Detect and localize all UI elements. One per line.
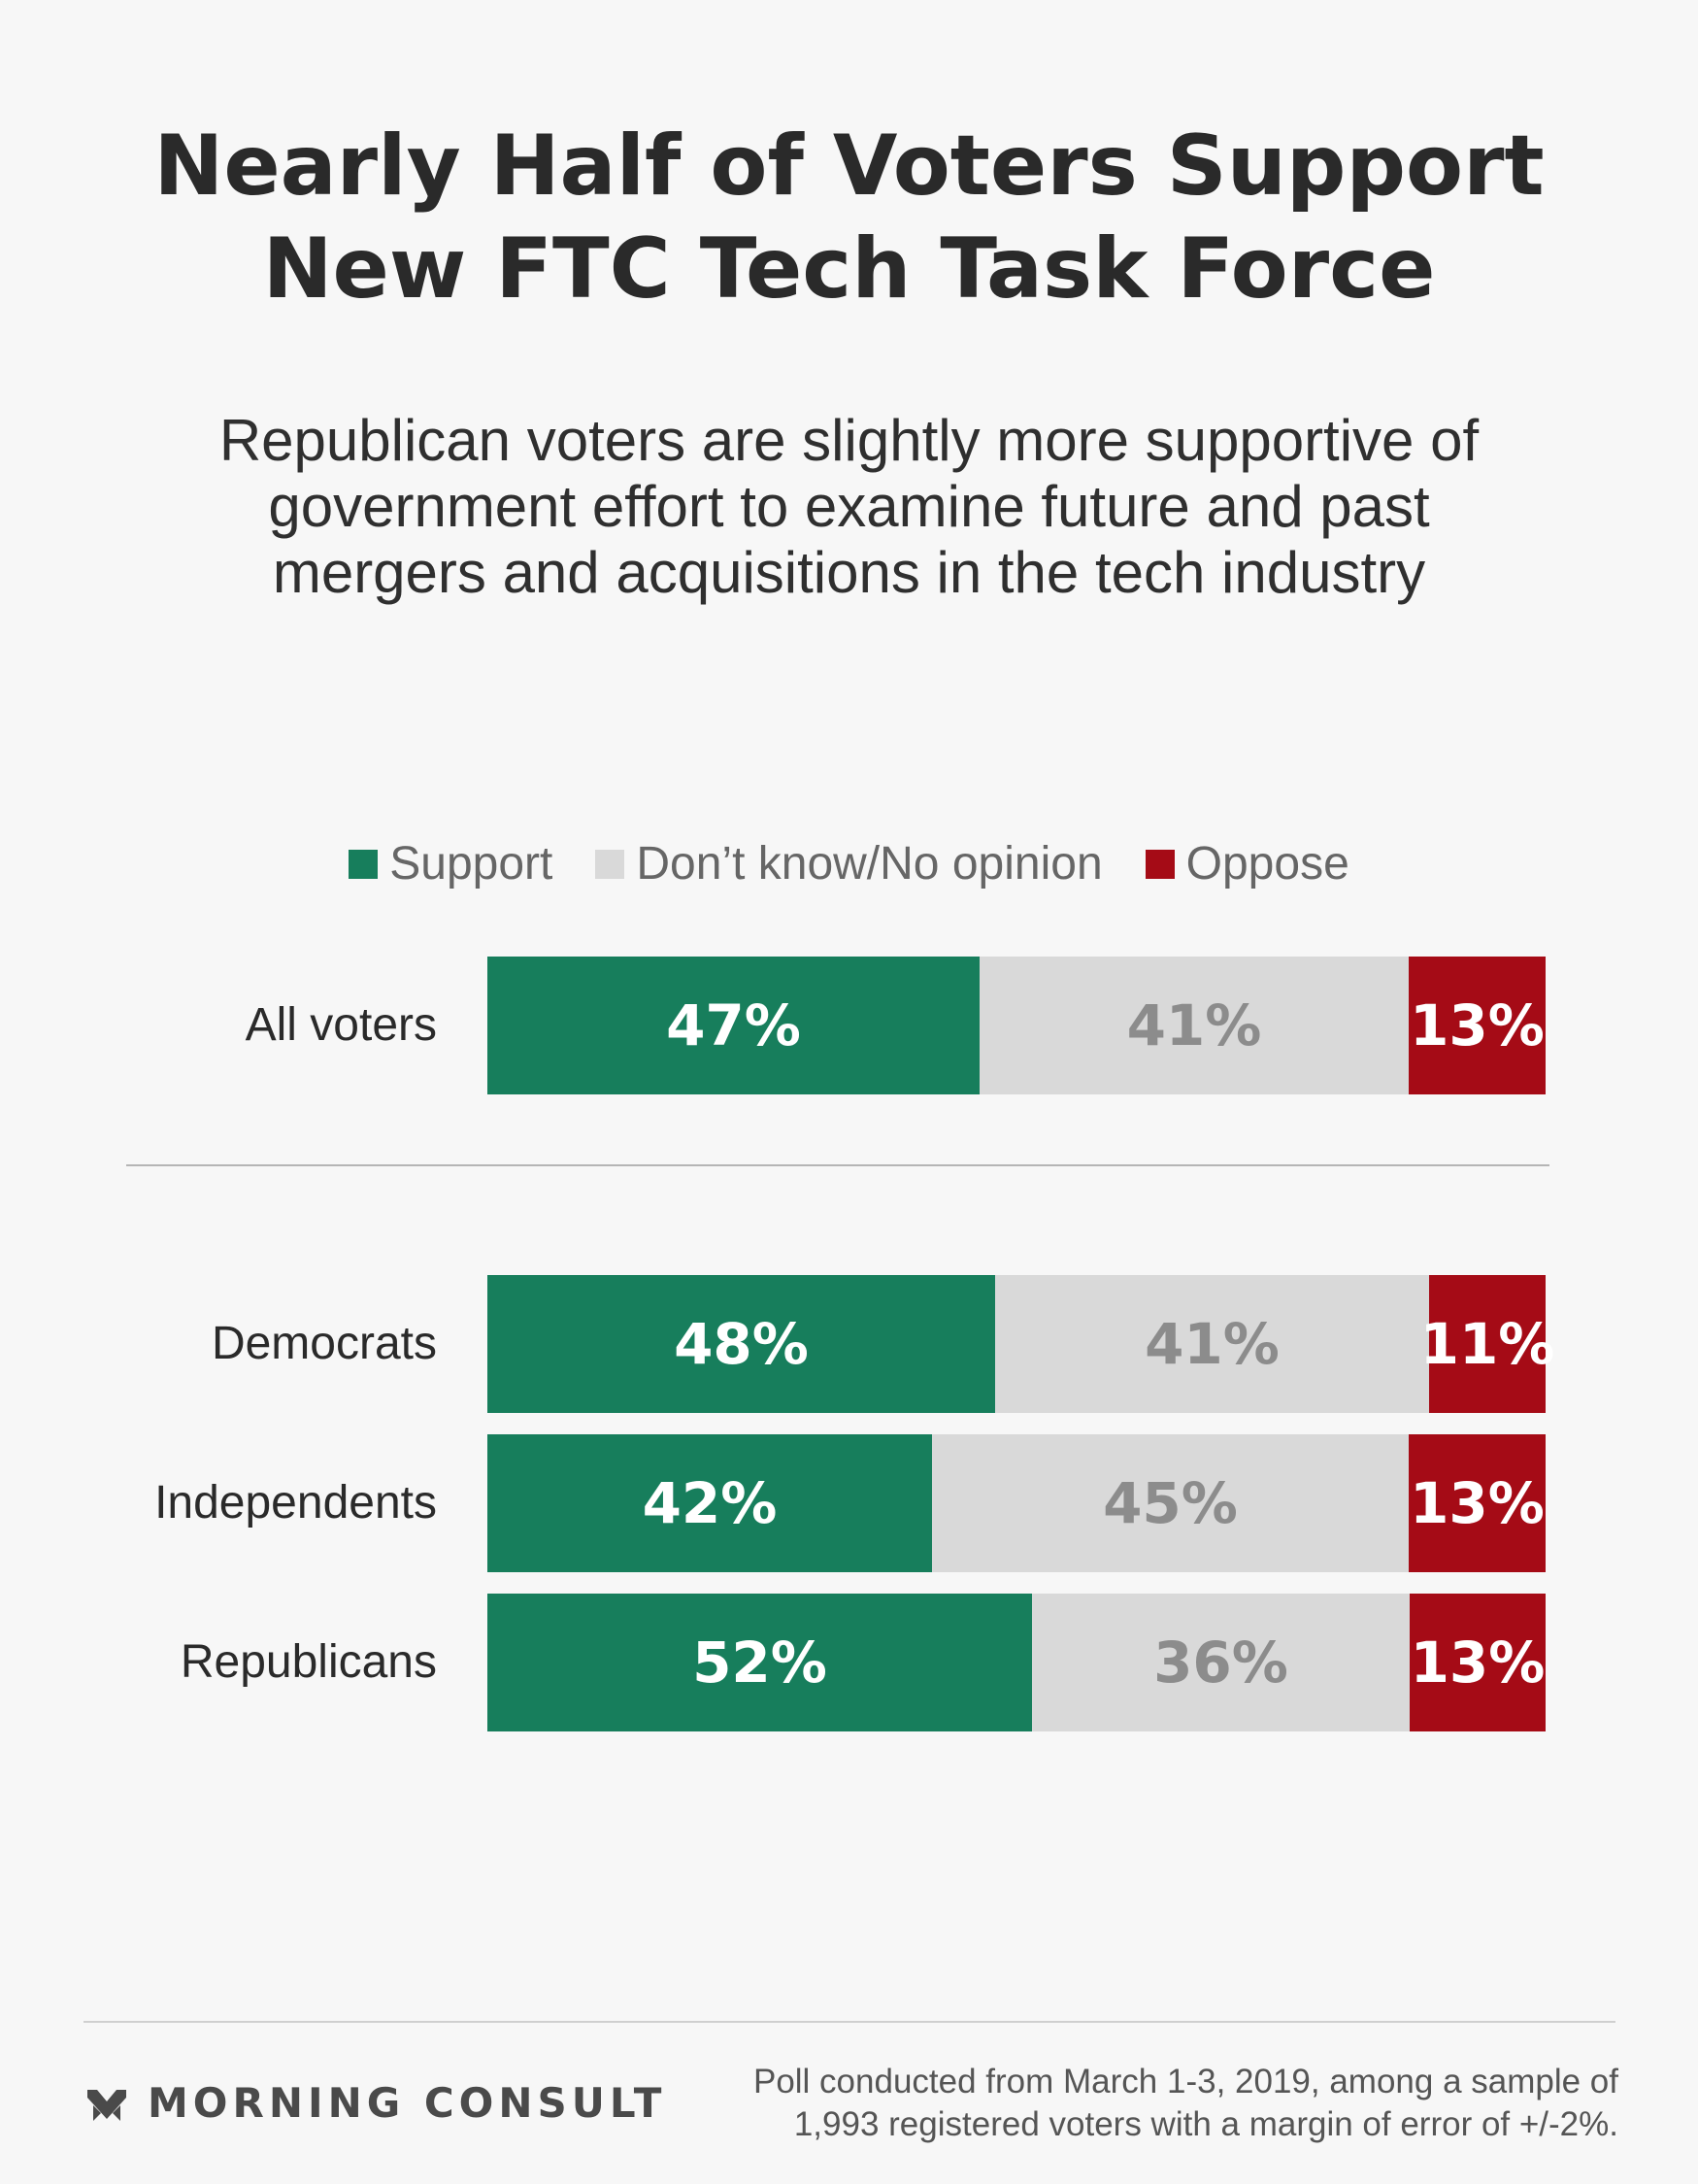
bar-segment-oppose-independents: 13% xyxy=(1409,1434,1546,1572)
legend-label-dont-know: Don’t know/No opinion xyxy=(636,838,1103,890)
bar-independents: 42% 45% 13% xyxy=(487,1434,1546,1572)
chart-subtitle-line-3: mergers and acquisitions in the tech ind… xyxy=(272,540,1426,605)
data-label-oppose-independents: 13% xyxy=(1410,1470,1545,1536)
row-label-democrats: Democrats xyxy=(211,1318,437,1369)
bar-segment-support-all-voters: 47% xyxy=(487,957,980,1094)
data-label-support-republicans: 52% xyxy=(692,1630,827,1696)
legend-label-support: Support xyxy=(389,838,553,890)
footnote: Poll conducted from March 1-3, 2019, amo… xyxy=(753,2061,1618,2146)
chart-title: Nearly Half of Voters Support New FTC Te… xyxy=(0,115,1698,320)
data-label-support-democrats: 48% xyxy=(674,1311,809,1377)
bar-segment-dont-know-all-voters: 41% xyxy=(980,957,1409,1094)
data-label-oppose-republicans: 13% xyxy=(1410,1630,1546,1696)
legend-label-oppose: Oppose xyxy=(1185,838,1349,890)
data-label-dont-know-democrats: 41% xyxy=(1145,1311,1280,1377)
bar-all-voters: 47% 41% 13% xyxy=(487,957,1546,1094)
chart-legend: Support Don’t know/No opinion Oppose xyxy=(0,837,1698,890)
data-label-oppose-democrats: 11% xyxy=(1419,1311,1555,1377)
row-label-all-voters: All voters xyxy=(245,999,437,1051)
bar-segment-oppose-democrats: 11% xyxy=(1420,1275,1554,1413)
data-label-dont-know-all-voters: 41% xyxy=(1126,992,1262,1058)
footnote-line-1: Poll conducted from March 1-3, 2019, amo… xyxy=(752,2063,1618,2100)
chart-title-line-2: New FTC Tech Task Force xyxy=(262,220,1436,318)
data-label-dont-know-republicans: 36% xyxy=(1153,1630,1288,1696)
footnote-line-2: 1,993 registered voters with a margin of… xyxy=(793,2105,1618,2143)
legend-item-dont-know: Don’t know/No opinion xyxy=(595,837,1103,890)
bar-segment-oppose-all-voters: 13% xyxy=(1409,957,1546,1094)
bar-segment-dont-know-democrats: 41% xyxy=(995,1275,1429,1413)
footer-divider xyxy=(83,2021,1615,2023)
data-label-oppose-all-voters: 13% xyxy=(1410,992,1545,1058)
legend-item-support: Support xyxy=(349,837,552,890)
chart-subtitle-line-2: government effort to examine future and … xyxy=(268,474,1430,539)
bar-segment-support-republicans: 52% xyxy=(487,1594,1032,1731)
data-label-support-independents: 42% xyxy=(642,1470,778,1536)
chart-subtitle-line-1: Republican voters are slightly more supp… xyxy=(218,408,1480,473)
legend-item-oppose: Oppose xyxy=(1145,837,1349,890)
brand-logo: MORNING CONSULT xyxy=(87,2079,666,2127)
bar-segment-support-independents: 42% xyxy=(487,1434,932,1572)
bar-republicans: 52% 36% 13% xyxy=(487,1594,1546,1731)
chart-subtitle: Republican voters are slightly more supp… xyxy=(0,408,1698,606)
bar-segment-oppose-republicans: 13% xyxy=(1410,1594,1546,1731)
chart-title-line-1: Nearly Half of Voters Support xyxy=(153,118,1545,215)
bar-segment-dont-know-republicans: 36% xyxy=(1032,1594,1410,1731)
bar-segment-dont-know-independents: 45% xyxy=(932,1434,1409,1572)
legend-swatch-support xyxy=(349,849,379,879)
row-label-republicans: Republicans xyxy=(180,1636,437,1688)
data-label-dont-know-independents: 45% xyxy=(1103,1470,1238,1536)
section-divider xyxy=(126,1164,1549,1166)
bar-segment-support-democrats: 48% xyxy=(487,1275,995,1413)
brand-name: MORNING CONSULT xyxy=(148,2079,667,2127)
row-label-independents: Independents xyxy=(154,1477,437,1529)
bar-democrats: 48% 41% 11% xyxy=(487,1275,1554,1413)
morning-consult-chevron-icon xyxy=(87,2089,126,2121)
legend-swatch-dont-know xyxy=(595,849,625,879)
data-label-support-all-voters: 47% xyxy=(666,992,801,1058)
legend-swatch-oppose xyxy=(1145,849,1175,879)
